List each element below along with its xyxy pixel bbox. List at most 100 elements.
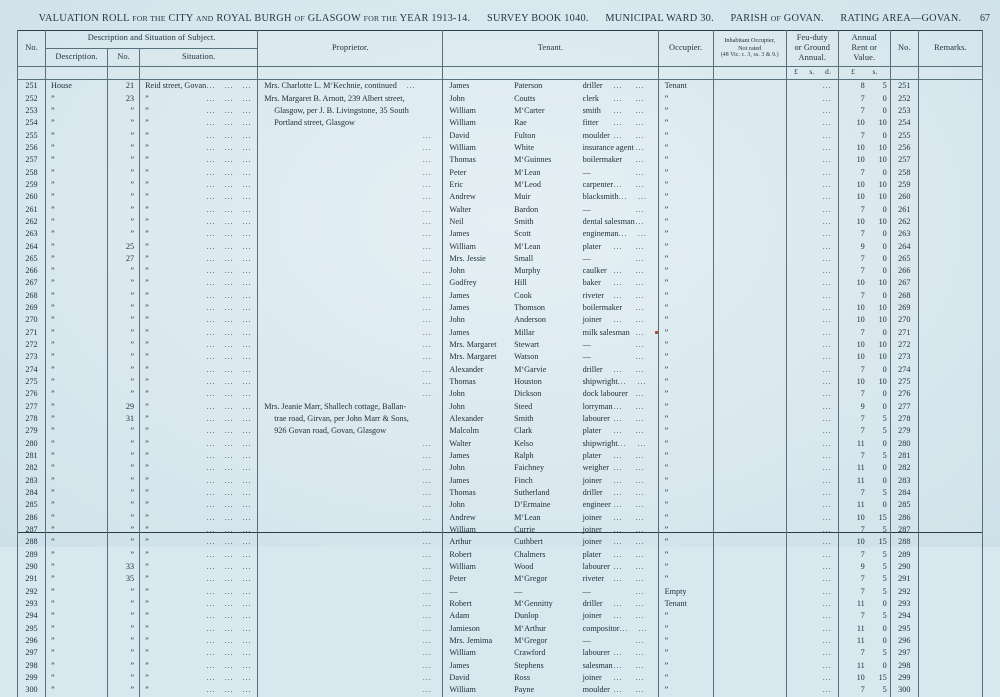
tenant-trade-cell: labourer......: [583, 413, 658, 425]
feu-duty-filler-dots: ...: [822, 586, 832, 596]
row-remarks: [919, 635, 982, 647]
row-tenant: James Stephens salesman......: [443, 660, 657, 672]
row-feu-duty: ...: [787, 167, 838, 179]
row-description: ”: [51, 130, 55, 140]
row-description: ”: [51, 352, 55, 362]
row-tenant: Adam Dunlop joiner......: [443, 610, 657, 622]
tenant-trade-cell: labourer......: [583, 647, 658, 659]
row-remarks: [919, 586, 982, 598]
situation-filler-dots: ...: [224, 648, 234, 658]
tenant-forename: James: [449, 81, 470, 91]
row-occupier: ”: [664, 672, 669, 682]
situation-filler-dots: ...: [242, 340, 252, 350]
situation-filler-dots: ...: [224, 278, 234, 288]
annual-rent-shillings: 10: [878, 192, 887, 202]
situation-filler-dots: ...: [242, 327, 252, 337]
tenant-trade-cell: labourer......: [583, 561, 658, 573]
situation-filler-dots: ...: [224, 500, 234, 510]
row-number-left: 281: [25, 451, 38, 461]
row-description: ”: [51, 426, 55, 436]
tenant-trade-cell: —...: [583, 204, 658, 216]
row-annual-rent: 10 10: [839, 277, 890, 289]
row-situation: ”.........: [140, 499, 257, 511]
row-number-right: 276: [898, 389, 911, 399]
tenant-filler-dots: ...: [635, 179, 645, 189]
row-number-right: 279: [898, 426, 911, 436]
row-inhabitant-occupier: [714, 512, 786, 524]
annual-rent-pounds: 7: [860, 574, 865, 584]
annual-rent-shillings: 10: [878, 377, 887, 387]
tenant-trade-cell: moulder......: [583, 130, 658, 142]
row-number-left: 282: [25, 463, 38, 473]
situation-filler-dots: ...: [224, 438, 234, 448]
row-tenant: James Cook riveter......: [443, 290, 657, 302]
row-situation: ”.........: [140, 302, 257, 314]
row-situation: ”.........: [140, 672, 257, 684]
tenant-trade: milk salesman: [582, 327, 630, 337]
row-situation-text: ”: [145, 648, 149, 658]
row-number-left: 272: [25, 340, 38, 350]
row-remarks: [919, 598, 982, 610]
row-annual-rent: 10 10: [839, 302, 890, 314]
annual-rent-shillings: 0: [882, 599, 887, 609]
row-occupier: ”: [664, 93, 669, 103]
annual-rent-shillings: 10: [878, 278, 887, 288]
row-proprietor: ...: [258, 660, 442, 672]
row-feu-duty: ...: [787, 647, 838, 659]
col-header-occupier: Occupier.: [657, 30, 714, 68]
row-remarks: [919, 364, 982, 376]
feu-duty-filler-dots: ...: [822, 327, 832, 337]
row-occupier: ”: [664, 389, 669, 399]
row-situation: ”.........: [140, 167, 257, 179]
tenant-surname: Cuthbert: [514, 537, 543, 547]
row-tenant: John Anderson joiner......: [443, 314, 657, 326]
row-situation-text: ”: [145, 142, 149, 152]
row-occupier: ”: [664, 204, 669, 214]
row-feu-duty: ...: [787, 191, 838, 203]
row-occupier: ”: [664, 488, 669, 498]
row-proprietor: ...: [258, 314, 442, 326]
tenant-surname: Paterson: [514, 81, 543, 91]
row-inhabitant-occupier: [714, 80, 786, 92]
annual-rent-shillings: 5: [882, 451, 887, 461]
row-inhabitant-occupier: [714, 364, 786, 376]
row-number-right: 282: [898, 463, 911, 473]
tenant-filler-dots: ...: [613, 672, 623, 682]
tenant-filler-dots: ...: [613, 512, 623, 522]
row-feu-duty: ...: [787, 216, 838, 228]
row-number-left: 288: [25, 537, 38, 547]
row-feu-duty: ...: [787, 241, 838, 253]
tenant-surname: Wood: [514, 562, 534, 572]
row-remarks: [919, 462, 982, 474]
tenant-trade: driller: [582, 599, 603, 609]
row-remarks: [919, 216, 982, 228]
row-number-right: 288: [898, 537, 911, 547]
situation-filler-dots: ...: [242, 574, 252, 584]
annual-rent-shillings: 0: [882, 130, 887, 140]
annual-rent-pounds: 10: [856, 315, 865, 325]
annual-rent-pounds: 7: [860, 167, 865, 177]
row-description: ”: [51, 562, 55, 572]
feu-duty-filler-dots: ...: [822, 463, 832, 473]
tenant-trade: joiner: [582, 537, 602, 547]
proprietor-filler-dots: ...: [422, 377, 432, 387]
annual-rent-pounds: 11: [856, 463, 865, 473]
annual-rent-shillings: 10: [878, 315, 887, 325]
annual-rent-shillings: 5: [882, 414, 887, 424]
row-inhabitant-occupier: [714, 327, 786, 339]
row-inhabitant-occupier: [714, 253, 786, 265]
situation-filler-dots: ...: [242, 155, 252, 165]
row-inhabitant-occupier: [714, 265, 786, 277]
annual-rent-shillings: 0: [882, 327, 887, 337]
feuduty-line3: Annual.: [798, 53, 826, 63]
situation-filler-dots: ...: [206, 340, 216, 350]
row-number-left: 269: [25, 303, 38, 313]
tenant-trade-cell: joiner......: [583, 314, 658, 326]
row-situation: ”.........: [140, 204, 257, 216]
row-description: ”: [51, 253, 55, 263]
